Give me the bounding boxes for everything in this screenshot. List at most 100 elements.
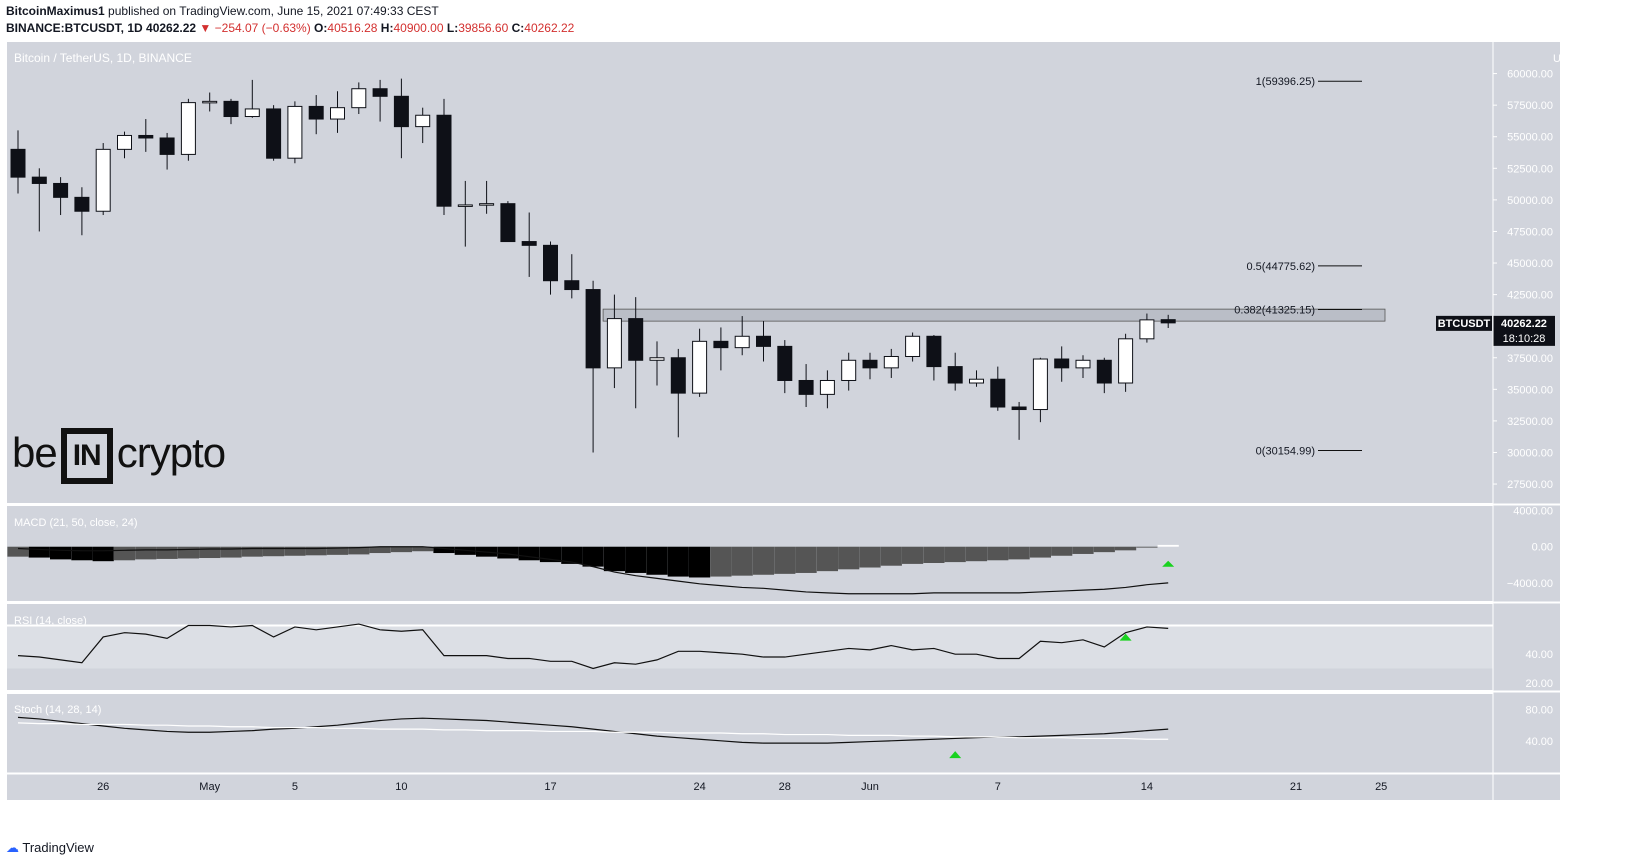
high-value: 40900.00 bbox=[393, 21, 444, 35]
rsi-tick-label: 40.00 bbox=[1525, 649, 1553, 661]
candle-body bbox=[841, 359, 857, 381]
macd-histogram-bar bbox=[50, 546, 72, 560]
candle-body bbox=[1139, 319, 1155, 340]
beincrypto-logo: be IN crypto bbox=[12, 428, 226, 484]
time-axis-bg bbox=[7, 772, 1560, 800]
macd-histogram-bar bbox=[135, 546, 157, 560]
candle-body bbox=[10, 148, 26, 178]
macd-tick-label: 4000.00 bbox=[1513, 506, 1553, 518]
candle-body bbox=[244, 108, 260, 118]
candle-body bbox=[585, 289, 601, 369]
macd-histogram-bar bbox=[603, 546, 625, 572]
candle-body bbox=[180, 102, 196, 155]
chart-area[interactable]: Bitcoin / TetherUS, 1D, BINANCE 1(59396.… bbox=[0, 42, 1627, 842]
candle-body bbox=[74, 196, 90, 212]
rsi-pane-bg bbox=[7, 604, 1493, 690]
x-tick-label: Jun bbox=[861, 781, 879, 793]
candle-body bbox=[457, 204, 473, 207]
x-tick-label: 17 bbox=[544, 781, 556, 793]
stoch-signal-arrow bbox=[949, 751, 962, 759]
countdown-label: 18:10:28 bbox=[1503, 333, 1546, 345]
candle-body bbox=[372, 88, 388, 97]
candle-body bbox=[53, 182, 69, 198]
symbol-label: BINANCE:BTCUSDT, 1D bbox=[6, 21, 143, 35]
macd-histogram-bar bbox=[433, 546, 455, 554]
rsi-title: RSI (14, close) bbox=[14, 615, 87, 627]
candle-body bbox=[287, 105, 303, 159]
macd-histogram-bar bbox=[774, 546, 796, 574]
stoch-title: Stoch (14, 28, 14) bbox=[14, 704, 101, 716]
candle-body bbox=[734, 335, 750, 349]
candle-body bbox=[649, 357, 665, 361]
macd-histogram-bar bbox=[199, 546, 221, 559]
price-axis-bg bbox=[1493, 42, 1560, 772]
macd-histogram-bar bbox=[689, 546, 711, 578]
footer-brand: TradingView bbox=[22, 840, 94, 855]
price-tick-label: 47500.00 bbox=[1507, 226, 1553, 238]
rsi-band bbox=[7, 625, 1493, 669]
macd-histogram-bar bbox=[902, 546, 924, 564]
macd-signal-arrow bbox=[1162, 560, 1175, 567]
rsi-tick-label: 20.00 bbox=[1525, 678, 1553, 690]
price-tick-label: 55000.00 bbox=[1507, 132, 1553, 144]
macd-histogram-bar bbox=[390, 546, 412, 553]
macd-histogram-bar bbox=[987, 546, 1009, 561]
candle-body bbox=[798, 379, 814, 395]
rsi-line bbox=[17, 623, 1169, 670]
tradingview-logo-icon: ☁ bbox=[6, 840, 19, 855]
macd-histogram-bar bbox=[731, 546, 753, 576]
macd-tick-label: 0.00 bbox=[1532, 542, 1553, 554]
candle-body bbox=[628, 318, 644, 361]
macd-histogram-bar bbox=[965, 546, 988, 562]
candle-body bbox=[95, 148, 111, 212]
rsi-signal-arrow bbox=[1119, 633, 1132, 641]
price-tick-label: 27500.00 bbox=[1507, 479, 1553, 491]
macd-histogram-bar bbox=[1115, 546, 1137, 551]
last-price: 40262.22 bbox=[146, 21, 197, 35]
macd-histogram-bar bbox=[326, 546, 349, 555]
tradingview-footer[interactable]: ☁ TradingView bbox=[6, 840, 94, 856]
x-tick-label: 14 bbox=[1141, 781, 1153, 793]
candle-body bbox=[351, 88, 367, 109]
candle-body bbox=[947, 366, 963, 384]
stoch-line bbox=[17, 716, 1169, 744]
macd-histogram-bar bbox=[71, 546, 93, 561]
price-tick-label: 30000.00 bbox=[1507, 447, 1553, 459]
resistance-zone bbox=[602, 308, 1386, 322]
ohlc-bar: BINANCE:BTCUSDT, 1D 40262.22 ▼ −254.07 (… bbox=[6, 21, 575, 35]
candle-body bbox=[521, 241, 537, 246]
candle-body bbox=[606, 318, 622, 369]
price-change: ▼ −254.07 (−0.63%) bbox=[199, 21, 311, 35]
x-tick-label: 25 bbox=[1375, 781, 1387, 793]
macd-histogram-bar bbox=[7, 546, 29, 557]
macd-histogram-bar bbox=[28, 546, 50, 558]
price-tick-label: 50000.00 bbox=[1507, 195, 1553, 207]
author-name[interactable]: BitcoinMaximus1 bbox=[6, 4, 105, 18]
x-tick-label: 21 bbox=[1290, 781, 1302, 793]
candle-body bbox=[308, 105, 324, 120]
x-tick-label: 28 bbox=[779, 781, 791, 793]
price-tick-label: 37500.00 bbox=[1507, 353, 1553, 365]
macd-title: MACD (21, 50, close, 24) bbox=[14, 517, 138, 529]
candle-body bbox=[266, 108, 282, 159]
macd-histogram-bar bbox=[305, 546, 327, 556]
macd-histogram-bar bbox=[646, 546, 668, 575]
x-tick-label: May bbox=[199, 781, 220, 793]
candle-body bbox=[1160, 319, 1176, 324]
macd-histogram-bar bbox=[752, 546, 775, 575]
macd-histogram-bar bbox=[369, 546, 391, 554]
macd-histogram-bar bbox=[412, 546, 434, 552]
price-tick-label: 60000.00 bbox=[1507, 69, 1553, 81]
macd-histogram-bar bbox=[241, 546, 263, 557]
macd-histogram-bar bbox=[113, 546, 136, 561]
macd-histogram-bar bbox=[859, 546, 881, 568]
macd-histogram-bar bbox=[1029, 546, 1051, 558]
candle-body bbox=[1118, 338, 1134, 384]
candle-body bbox=[415, 114, 431, 128]
x-tick-label: 26 bbox=[97, 781, 109, 793]
macd-histogram-bar bbox=[795, 546, 817, 573]
macd-histogram-bar bbox=[284, 546, 306, 556]
candle-body bbox=[1075, 359, 1091, 369]
macd-histogram-bar bbox=[561, 546, 583, 564]
stoch-pane-bg bbox=[7, 694, 1493, 772]
